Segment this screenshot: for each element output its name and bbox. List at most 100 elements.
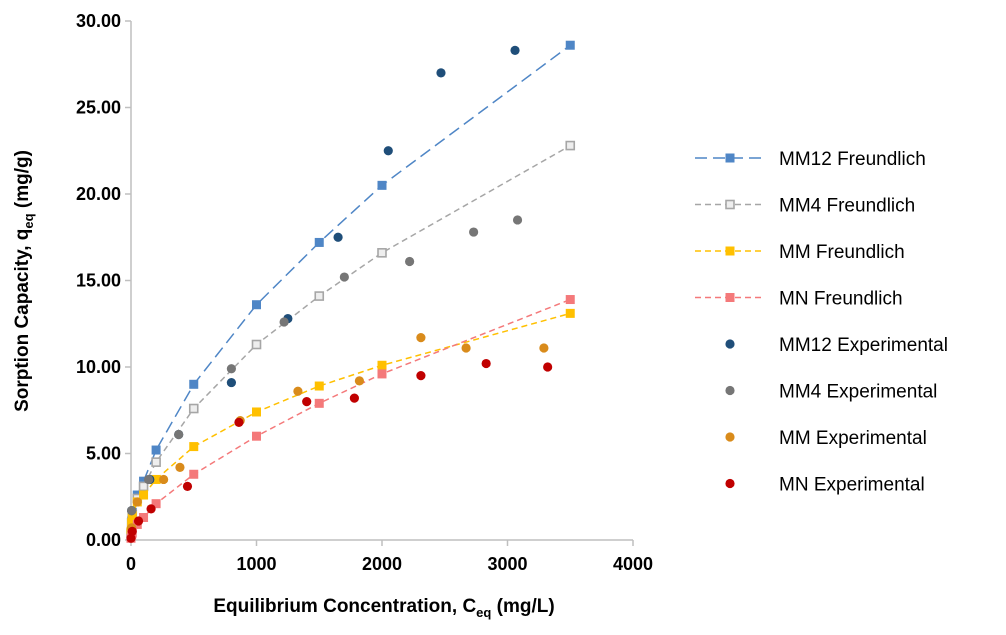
legend-item-mm4-experimental: MM4 Experimental [725, 382, 937, 403]
legend-item-mm-experimental: MM Experimental [725, 428, 926, 449]
mm12-freundlich-point [566, 41, 575, 50]
legend-item-mn-experimental: MN Experimental [725, 475, 924, 496]
mm4-experimental-point [127, 506, 136, 515]
mn-experimental-point [543, 362, 552, 371]
mn-experimental-point [146, 504, 155, 513]
x-axis-title-unit: (mg/L) [491, 596, 554, 617]
x-axis-title-subscript: eq [476, 605, 491, 620]
y-axis-title: Sorption Capacity, qeq (mg/g) [12, 150, 36, 412]
y-tick-label: 10.00 [76, 357, 121, 377]
legend-item-mm12-freundlich: MM12 Freundlich [695, 149, 926, 170]
x-axis-title-main: Equilibrium Concentration, C [213, 596, 476, 617]
mn-experimental-point [416, 371, 425, 380]
legend-label: MM12 Freundlich [779, 149, 926, 170]
mm-freundlich-line [131, 313, 570, 531]
y-axis-ticks: 0.00 5.00 10.00 15.00 20.00 25.00 30.00 [76, 11, 131, 550]
series-layer [126, 41, 574, 543]
mm12-freundlich-point [152, 446, 161, 455]
legend-marker [725, 432, 734, 441]
mm-freundlich-point [378, 361, 387, 370]
mm12-freundlich-point [378, 181, 387, 190]
mm12-experimental-series [127, 46, 520, 515]
mm4-experimental-series [127, 215, 522, 515]
legend-item-mm4-freundlich: MM4 Freundlich [695, 196, 915, 217]
mn-freundlich-point [315, 399, 324, 408]
legend-label: MM12 Experimental [779, 335, 948, 356]
x-tick-label: 1000 [236, 554, 276, 574]
mm-experimental-point [159, 475, 168, 484]
x-tick-label: 4000 [613, 554, 653, 574]
legend-label: MM Freundlich [779, 242, 905, 263]
mm12-experimental-point [227, 378, 236, 387]
legend-label: MM4 Experimental [779, 382, 937, 403]
y-axis-title-main: Sorption Capacity, q [12, 229, 33, 412]
y-tick-label: 5.00 [86, 444, 121, 464]
x-tick-label: 0 [126, 554, 136, 574]
legend-marker [725, 479, 734, 488]
mm-experimental-point [539, 343, 548, 352]
legend-marker [726, 154, 735, 163]
mm4-freundlich-point [190, 405, 198, 413]
mm-experimental-point [133, 497, 142, 506]
mm4-freundlich-point [140, 482, 148, 490]
legend-label: MN Experimental [779, 475, 925, 496]
legend-label: MM Experimental [779, 428, 927, 449]
mm12-freundlich-point [252, 300, 261, 309]
mn-freundlich-point [252, 432, 261, 441]
mn-experimental-point [302, 397, 311, 406]
y-tick-label: 30.00 [76, 11, 121, 31]
mn-freundlich-point [189, 470, 198, 479]
legend-item-mm12-experimental: MM12 Experimental [725, 335, 948, 356]
mm12-freundlich-line [131, 45, 570, 533]
legend-marker [725, 339, 734, 348]
mn-experimental-point [234, 418, 243, 427]
legend-label: MM4 Freundlich [779, 196, 915, 217]
y-tick-label: 25.00 [76, 98, 121, 118]
mm-experimental-point [355, 376, 364, 385]
mn-experimental-point [482, 359, 491, 368]
mm4-freundlich-point [378, 249, 386, 257]
y-tick-label: 15.00 [76, 271, 121, 291]
mm4-freundlich-point [152, 458, 160, 466]
legend-marker [726, 293, 735, 302]
legend-item-mn-freundlich: MN Freundlich [695, 289, 903, 310]
mm-experimental-point [416, 333, 425, 342]
legend-marker [726, 247, 735, 256]
mm12-freundlich-point [315, 238, 324, 247]
legend-label: MN Freundlich [779, 289, 903, 310]
legend: MM12 Freundlich MM4 Freundlich MM Freundli… [695, 149, 948, 496]
mm4-experimental-point [227, 364, 236, 373]
mn-freundlich-point [566, 295, 575, 304]
mm4-experimental-point [405, 257, 414, 266]
x-axis-ticks: 0 1000 2000 3000 4000 [126, 540, 653, 574]
mm12-freundlich-series [127, 41, 575, 538]
mm4-freundlich-point [315, 292, 323, 300]
mn-experimental-point [350, 394, 359, 403]
mm4-freundlich-point [253, 341, 261, 349]
x-tick-label: 2000 [362, 554, 402, 574]
legend-marker [725, 386, 734, 395]
legend-marker [726, 201, 734, 209]
mm4-experimental-point [144, 475, 153, 484]
mn-experimental-point [128, 527, 137, 536]
x-axis-title: Equilibrium Concentration, Ceq (mg/L) [213, 596, 554, 620]
mm4-experimental-point [280, 317, 289, 326]
mn-experimental-point [134, 516, 143, 525]
mm12-freundlich-point [189, 380, 198, 389]
mn-experimental-point [183, 482, 192, 491]
mm-experimental-point [461, 343, 470, 352]
mm4-experimental-point [174, 430, 183, 439]
mm4-experimental-point [340, 272, 349, 281]
mm12-experimental-point [510, 46, 519, 55]
mm-freundlich-point [189, 442, 198, 451]
mn-freundlich-series [127, 295, 575, 543]
mn-freundlich-point [378, 369, 387, 378]
y-axis-title-unit: (mg/g) [12, 150, 33, 213]
mm-freundlich-point [252, 407, 261, 416]
mm-freundlich-point [566, 309, 575, 318]
y-tick-label: 0.00 [86, 530, 121, 550]
mm12-experimental-point [436, 68, 445, 77]
mm-experimental-point [175, 463, 184, 472]
mm4-experimental-point [513, 215, 522, 224]
